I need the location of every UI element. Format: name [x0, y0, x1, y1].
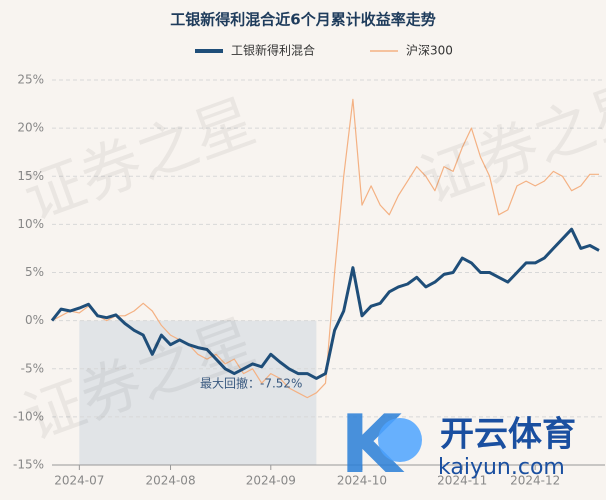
watermark: 证券之星 [15, 86, 264, 234]
x-tick-label: 2024-09 [246, 474, 296, 488]
drawdown-area [79, 320, 317, 465]
y-tick-label: -15% [13, 458, 44, 472]
x-tick-label: 2024-11 [437, 474, 487, 488]
y-tick-label: 25% [17, 73, 44, 87]
plot: -15% -10% -5% 0% 5% 10% 15% 20% 25% 2024-07 2024-0… [13, 43, 605, 488]
x-tick-label: 2024-07 [54, 474, 104, 488]
legend-label: 沪深300 [406, 44, 453, 58]
series-line [50, 227, 600, 380]
y-tick-label: 20% [17, 121, 44, 135]
annotation: 最大回撤：-7.52% [200, 376, 302, 391]
logo: K 开云体育 kaiyun.com [340, 398, 576, 491]
logo-ball [378, 418, 422, 462]
y-tick-label: 15% [17, 169, 44, 183]
legend-label: 工银新得利混合 [231, 43, 315, 58]
y-tick-label: -5% [21, 361, 44, 375]
y-tick-label: -10% [13, 409, 44, 423]
chart-title: 工银新得利混合近6个月累计收益率走势 [170, 11, 435, 29]
y-tick-label: 0% [25, 313, 44, 327]
logo-title: 开云体育 [440, 415, 576, 455]
y-tick-label: 5% [25, 265, 44, 279]
watermark: 证券之星 [412, 69, 606, 217]
x-tick-label: 2024-12 [510, 474, 560, 488]
y-tick-label: 10% [17, 217, 44, 231]
series-line [51, 98, 599, 399]
logo-url: kaiyun.com [438, 455, 565, 480]
x-tick-label: 2024-08 [145, 474, 195, 488]
x-tick-label: 2024-10 [337, 474, 387, 488]
